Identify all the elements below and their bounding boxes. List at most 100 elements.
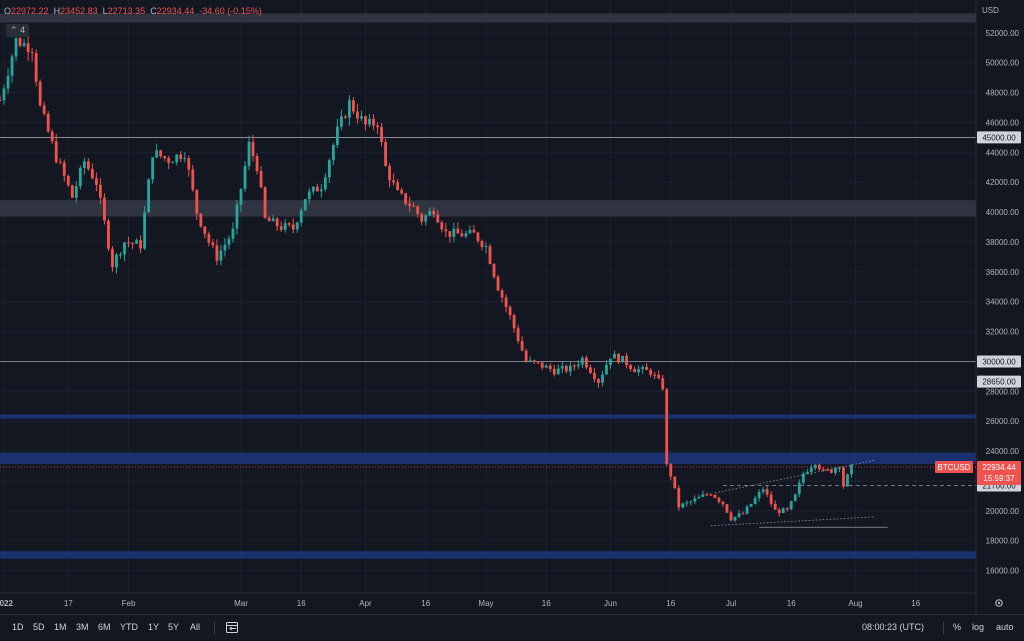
timeframe-all[interactable]: All [190,622,201,632]
candle-body [649,369,653,375]
candle [159,149,163,159]
auto-scale-toggle[interactable]: auto [996,622,1014,632]
time-tick-label: 2022 [0,599,13,608]
candle [191,164,195,192]
candle-body [66,175,70,186]
candle [781,507,785,514]
utc-clock[interactable]: 08:00:23 (UTC) [862,622,925,632]
candle [524,348,528,363]
candle [572,363,576,371]
price-axis[interactable]: 16000.0018000.0020000.0022000.0024000.00… [986,29,1020,576]
candle-body [789,501,793,510]
chart-canvas[interactable]: 16000.0018000.0020000.0022000.0024000.00… [0,0,1024,614]
horizontal-levels[interactable] [0,137,976,486]
candle-body [187,158,191,170]
candle [785,507,789,512]
candle [42,101,46,116]
candle-body [717,497,721,502]
candle [227,235,231,250]
candle [653,371,657,379]
candle [26,34,30,62]
settings-gear-icon[interactable] [993,597,1005,609]
time-axis[interactable]: 2022 17 Feb Mar 16 Apr 16 May 16 Jun 16 Jul 16 Aug 16 [0,599,921,608]
candle-body [709,494,713,496]
candle-body [821,469,825,471]
candle-body [243,165,247,189]
candle-body [846,474,849,487]
date-range-icon[interactable] [225,620,239,634]
level-price-tag [977,355,1021,368]
trendline[interactable] [714,459,876,494]
candle [673,476,677,490]
candle [303,198,307,211]
candle [721,501,725,507]
candle [155,143,159,159]
candle-body [805,471,809,474]
candle-body [119,254,122,256]
timeframe-1d[interactable]: 1D [12,622,24,632]
candle [315,183,319,192]
candle [452,222,456,243]
candle-body [777,509,781,514]
candle [30,48,34,62]
candle-body [580,357,584,365]
candle [339,109,343,131]
candle [677,485,681,511]
timeframe-5y[interactable]: 5Y [168,622,180,632]
timeframe-3m[interactable]: 3M [76,622,89,632]
candle [621,355,624,363]
change-value: -34.60 (-0.15%) [199,6,262,16]
candle [183,152,187,163]
candle [661,374,665,391]
candle-body [757,492,761,499]
candle [404,192,408,207]
candle-body [34,52,38,82]
trendline[interactable] [710,516,876,527]
candle-body [500,290,504,298]
candle-body [842,467,845,487]
candle-body [82,161,86,169]
candle [733,516,737,523]
candle [151,157,155,184]
candle [119,252,122,259]
candle [82,157,86,175]
log-scale-toggle[interactable]: log [972,622,985,632]
time-tick-label: 16 [911,599,920,608]
high-label: H [53,6,61,16]
candle [283,219,287,233]
candle-body [460,233,464,237]
percent-scale-toggle[interactable]: % [953,622,962,632]
timeframe-ytd[interactable]: YTD [120,622,138,632]
candle-body [685,502,689,504]
candle [757,489,761,502]
candle-body [103,197,106,221]
candle-body [785,508,789,510]
candle [171,160,175,164]
candle [685,500,689,507]
candles [0,31,853,523]
candle [90,163,94,180]
candle [484,242,488,254]
candle [629,363,632,372]
candle [327,158,331,183]
bar-countdown: 15:59:37 [983,474,1015,483]
candle [436,210,440,224]
candle [271,214,275,222]
timeframe-5d[interactable]: 5D [33,622,45,632]
timeframe-6m[interactable]: 6M [98,622,111,632]
candle [219,244,223,266]
indicators-toggle[interactable]: ⌃ 4 [6,24,30,37]
timeframe-1m[interactable]: 1M [54,622,67,632]
candle-body [376,125,379,128]
candle [709,493,713,496]
timeframe-1y[interactable]: 1Y [148,622,160,632]
candle [6,68,10,94]
candle-body [6,75,10,89]
candle-body [74,186,78,198]
trendlines[interactable] [710,459,888,528]
candle-body [303,199,307,211]
candle [70,184,74,199]
candle-body [384,141,387,167]
candle [468,225,472,235]
currency-label[interactable]: USD [982,6,999,15]
